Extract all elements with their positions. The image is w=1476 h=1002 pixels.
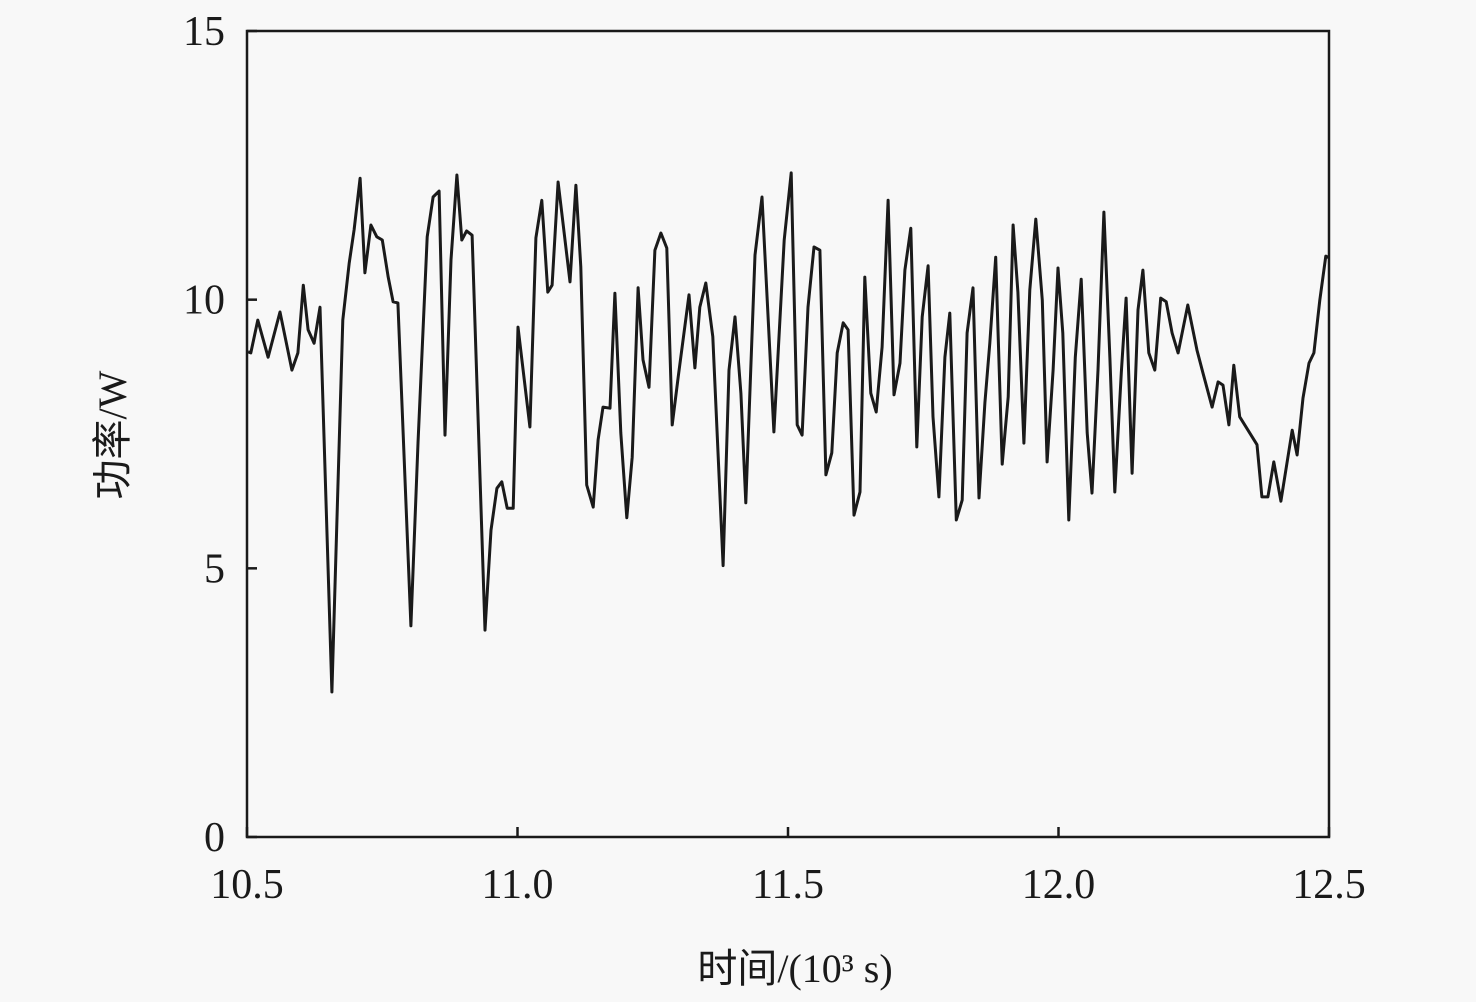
x-tick-label: 11.5: [752, 862, 824, 908]
x-axis-title: 时间/(10³ s): [697, 946, 892, 991]
y-axis-title: 功率/W: [90, 370, 135, 499]
y-axis: 0 5 10 15: [183, 9, 257, 861]
x-tick-label: 10.5: [210, 862, 284, 908]
series-line: [247, 171, 1330, 694]
plot-frame: [245, 29, 1331, 839]
x-tick-label: 11.0: [482, 862, 554, 908]
x-tick-label: 12.0: [1022, 862, 1096, 908]
y-tick-label: 5: [204, 546, 225, 592]
y-tick-label: 15: [183, 9, 225, 55]
y-tick-label: 10: [183, 278, 225, 324]
y-tick-label: 0: [204, 815, 225, 861]
x-axis: 10.5 11.0 11.5 12.0 12.5: [210, 827, 1366, 908]
x-tick-label: 12.5: [1292, 862, 1366, 908]
